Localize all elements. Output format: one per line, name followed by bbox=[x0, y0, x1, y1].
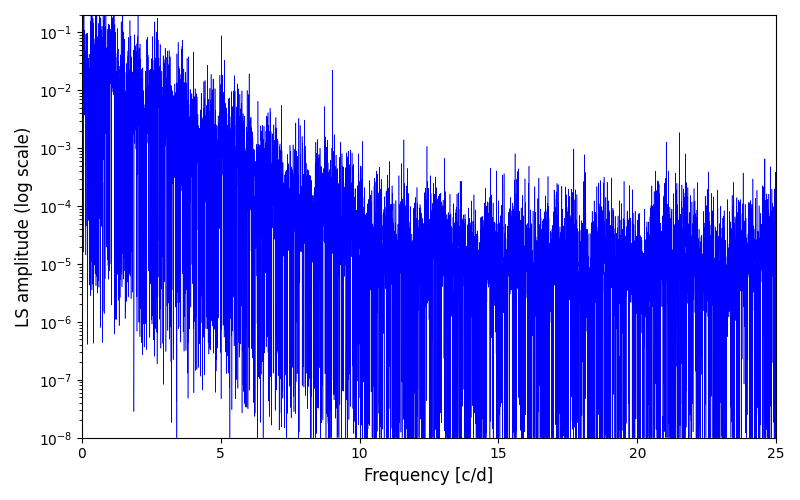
X-axis label: Frequency [c/d]: Frequency [c/d] bbox=[364, 467, 494, 485]
Y-axis label: LS amplitude (log scale): LS amplitude (log scale) bbox=[15, 126, 33, 326]
